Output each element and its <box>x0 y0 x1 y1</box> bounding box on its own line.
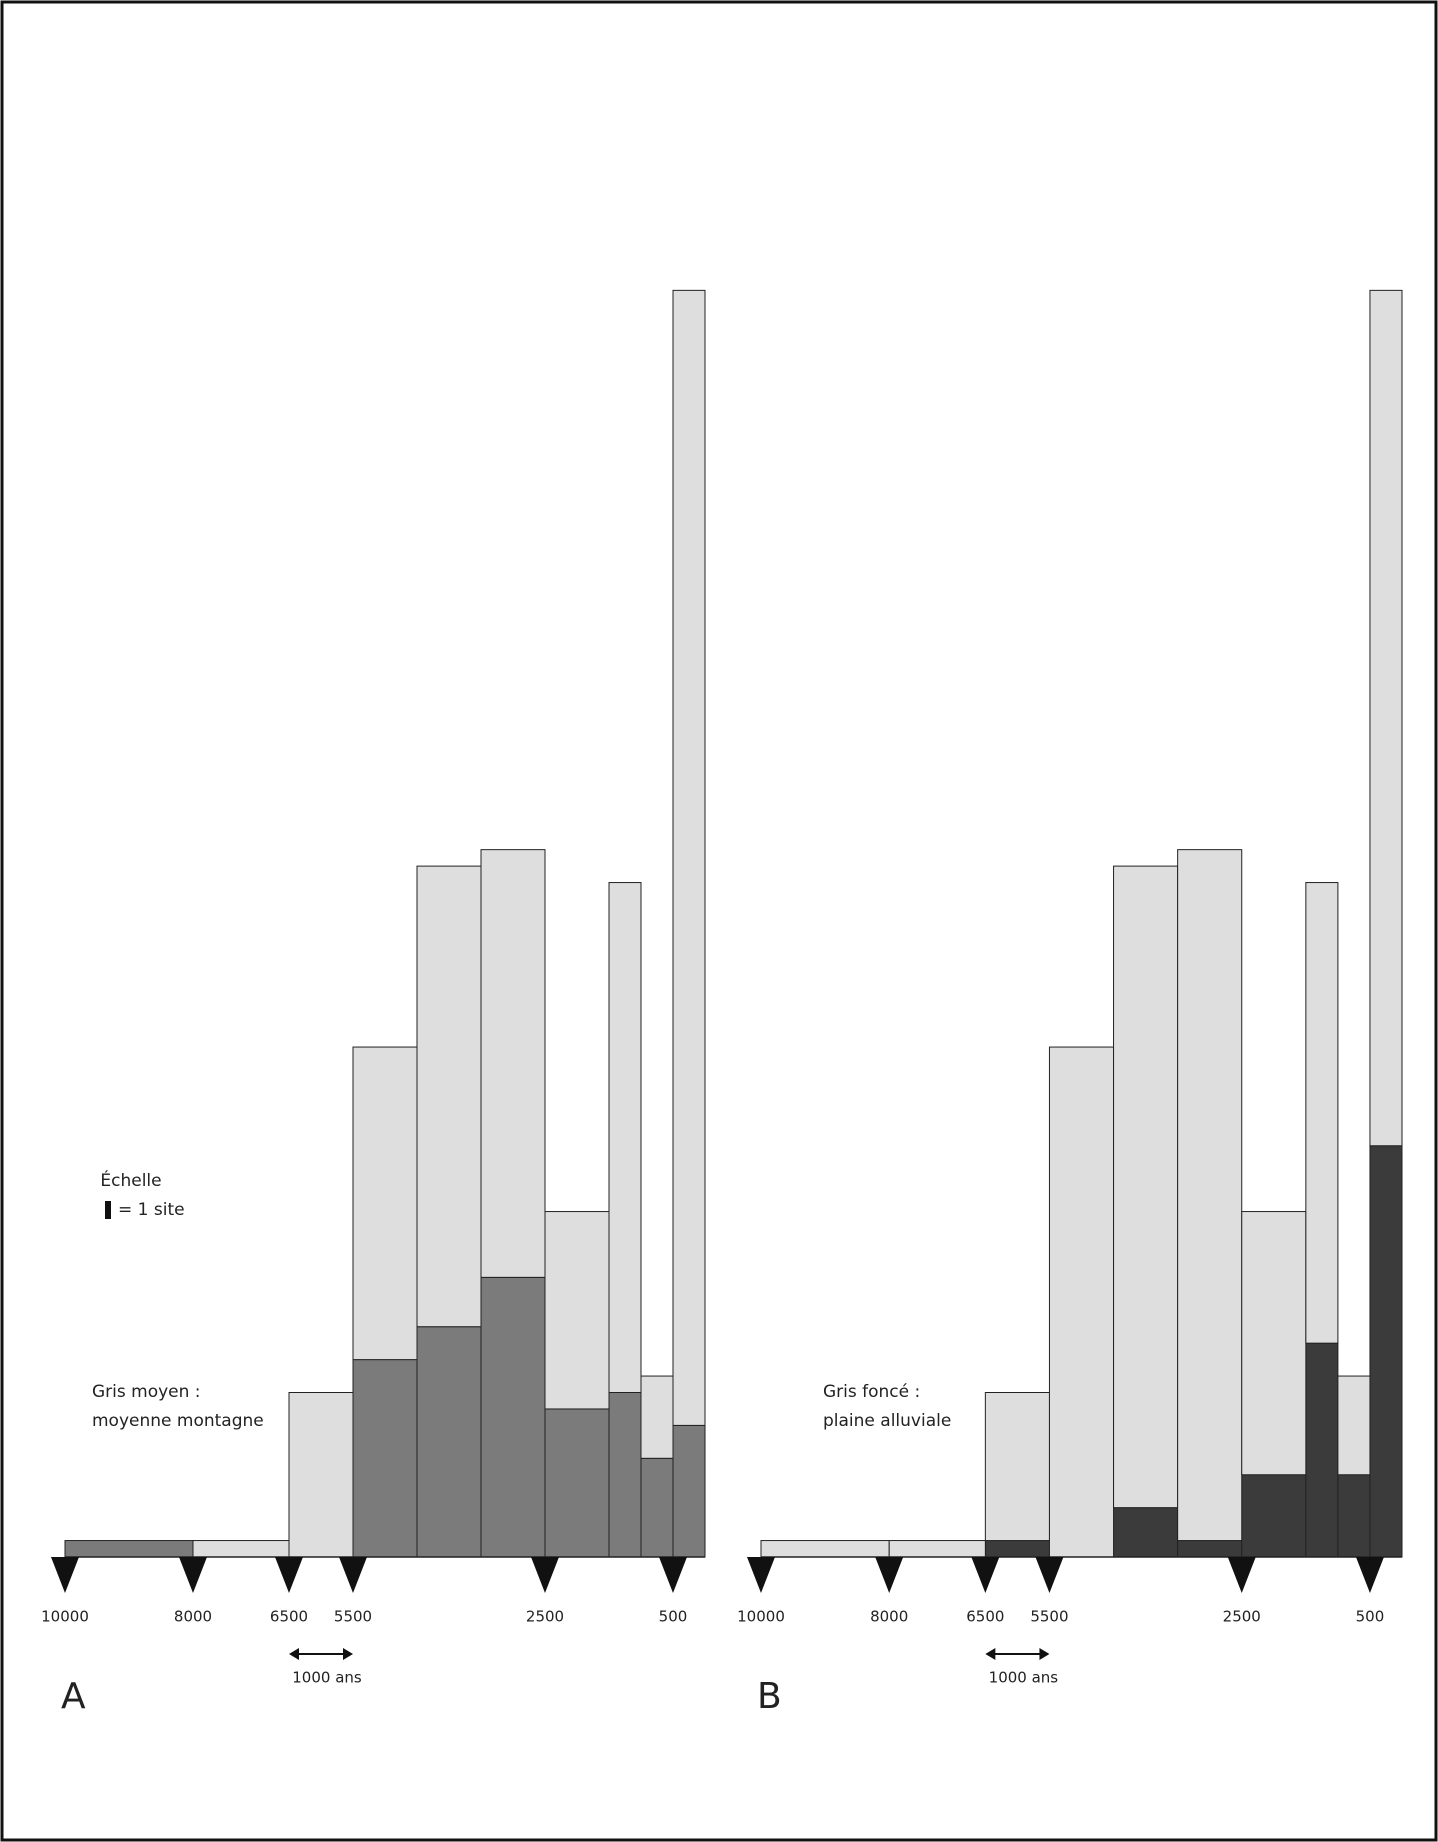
x-tick-label: 2500 <box>1223 1608 1261 1626</box>
scale-label: 1000 ans <box>292 1669 362 1687</box>
bar-segment <box>1369 289 1403 1147</box>
tick-marker <box>747 1557 775 1593</box>
tick-marker <box>1035 1557 1064 1593</box>
bar-segment <box>1337 1375 1371 1476</box>
bar-segment <box>1241 1211 1307 1476</box>
bar-segment <box>480 1276 546 1558</box>
bar-segment <box>1177 1540 1243 1558</box>
tick-marker <box>275 1557 303 1593</box>
bar-segment <box>1241 1474 1307 1558</box>
tick-marker <box>179 1557 207 1593</box>
bar-segment <box>544 1211 610 1410</box>
annotation: Échelle <box>100 1169 161 1191</box>
bar-segment <box>192 1540 290 1558</box>
bar-segment <box>1369 1145 1403 1558</box>
annotation: moyenne montagne <box>92 1411 264 1431</box>
tick-marker <box>971 1557 1000 1593</box>
bar-segment <box>480 849 546 1278</box>
bar-segment <box>64 1540 194 1558</box>
bar-segment <box>1305 1342 1339 1558</box>
bar-segment <box>352 1046 418 1361</box>
panel-label: A <box>61 1676 86 1717</box>
bar-segment <box>1177 849 1243 1542</box>
tick-marker <box>339 1557 367 1593</box>
x-tick-label: 6500 <box>270 1608 308 1626</box>
bar-segment <box>984 1392 1050 1542</box>
tick-marker <box>1355 1557 1384 1593</box>
bar-segment <box>288 1392 354 1558</box>
scale-chip <box>105 1201 111 1219</box>
annotation: = 1 site <box>118 1200 185 1220</box>
annotation: Gris moyen : <box>92 1382 201 1402</box>
tick-marker <box>875 1557 904 1593</box>
bar-segment <box>544 1408 610 1558</box>
bar-segment <box>888 1540 986 1558</box>
bar-segment <box>984 1540 1050 1558</box>
annotation: plaine alluviale <box>823 1411 951 1431</box>
x-tick-label: 10000 <box>737 1608 785 1626</box>
bar-segment <box>608 882 642 1393</box>
bar-segment <box>1305 882 1339 1344</box>
bar-segment <box>608 1392 642 1558</box>
tick-marker <box>659 1557 687 1593</box>
x-tick-label: 500 <box>659 1608 688 1626</box>
x-tick-label: 8000 <box>870 1608 908 1626</box>
x-tick-label: 2500 <box>526 1608 564 1626</box>
x-tick-label: 500 <box>1356 1608 1385 1626</box>
bar-segment <box>1048 1046 1115 1558</box>
tick-marker <box>1227 1557 1256 1593</box>
x-tick-label: 8000 <box>174 1608 212 1626</box>
tick-marker <box>51 1557 79 1593</box>
bar-segment <box>416 1326 482 1558</box>
bar-segment <box>1113 865 1179 1509</box>
panel-label: B <box>757 1676 782 1717</box>
x-tick-label: 10000 <box>41 1608 89 1626</box>
x-tick-label: 6500 <box>966 1608 1004 1626</box>
bar-segment <box>416 865 482 1328</box>
bar-segment <box>672 1424 706 1558</box>
tick-marker <box>531 1557 559 1593</box>
annotation: Gris foncé : <box>823 1382 920 1402</box>
bar-segment <box>352 1359 418 1558</box>
bar-segment <box>760 1540 890 1558</box>
bar-segment <box>1337 1474 1371 1558</box>
scale-label: 1000 ans <box>989 1669 1059 1687</box>
x-tick-label: 5500 <box>1030 1608 1068 1626</box>
bar-segment <box>1113 1507 1179 1558</box>
bar-segment <box>640 1375 674 1459</box>
bar-segment <box>672 289 706 1426</box>
x-tick-label: 5500 <box>334 1608 372 1626</box>
bar-segment <box>640 1457 674 1558</box>
